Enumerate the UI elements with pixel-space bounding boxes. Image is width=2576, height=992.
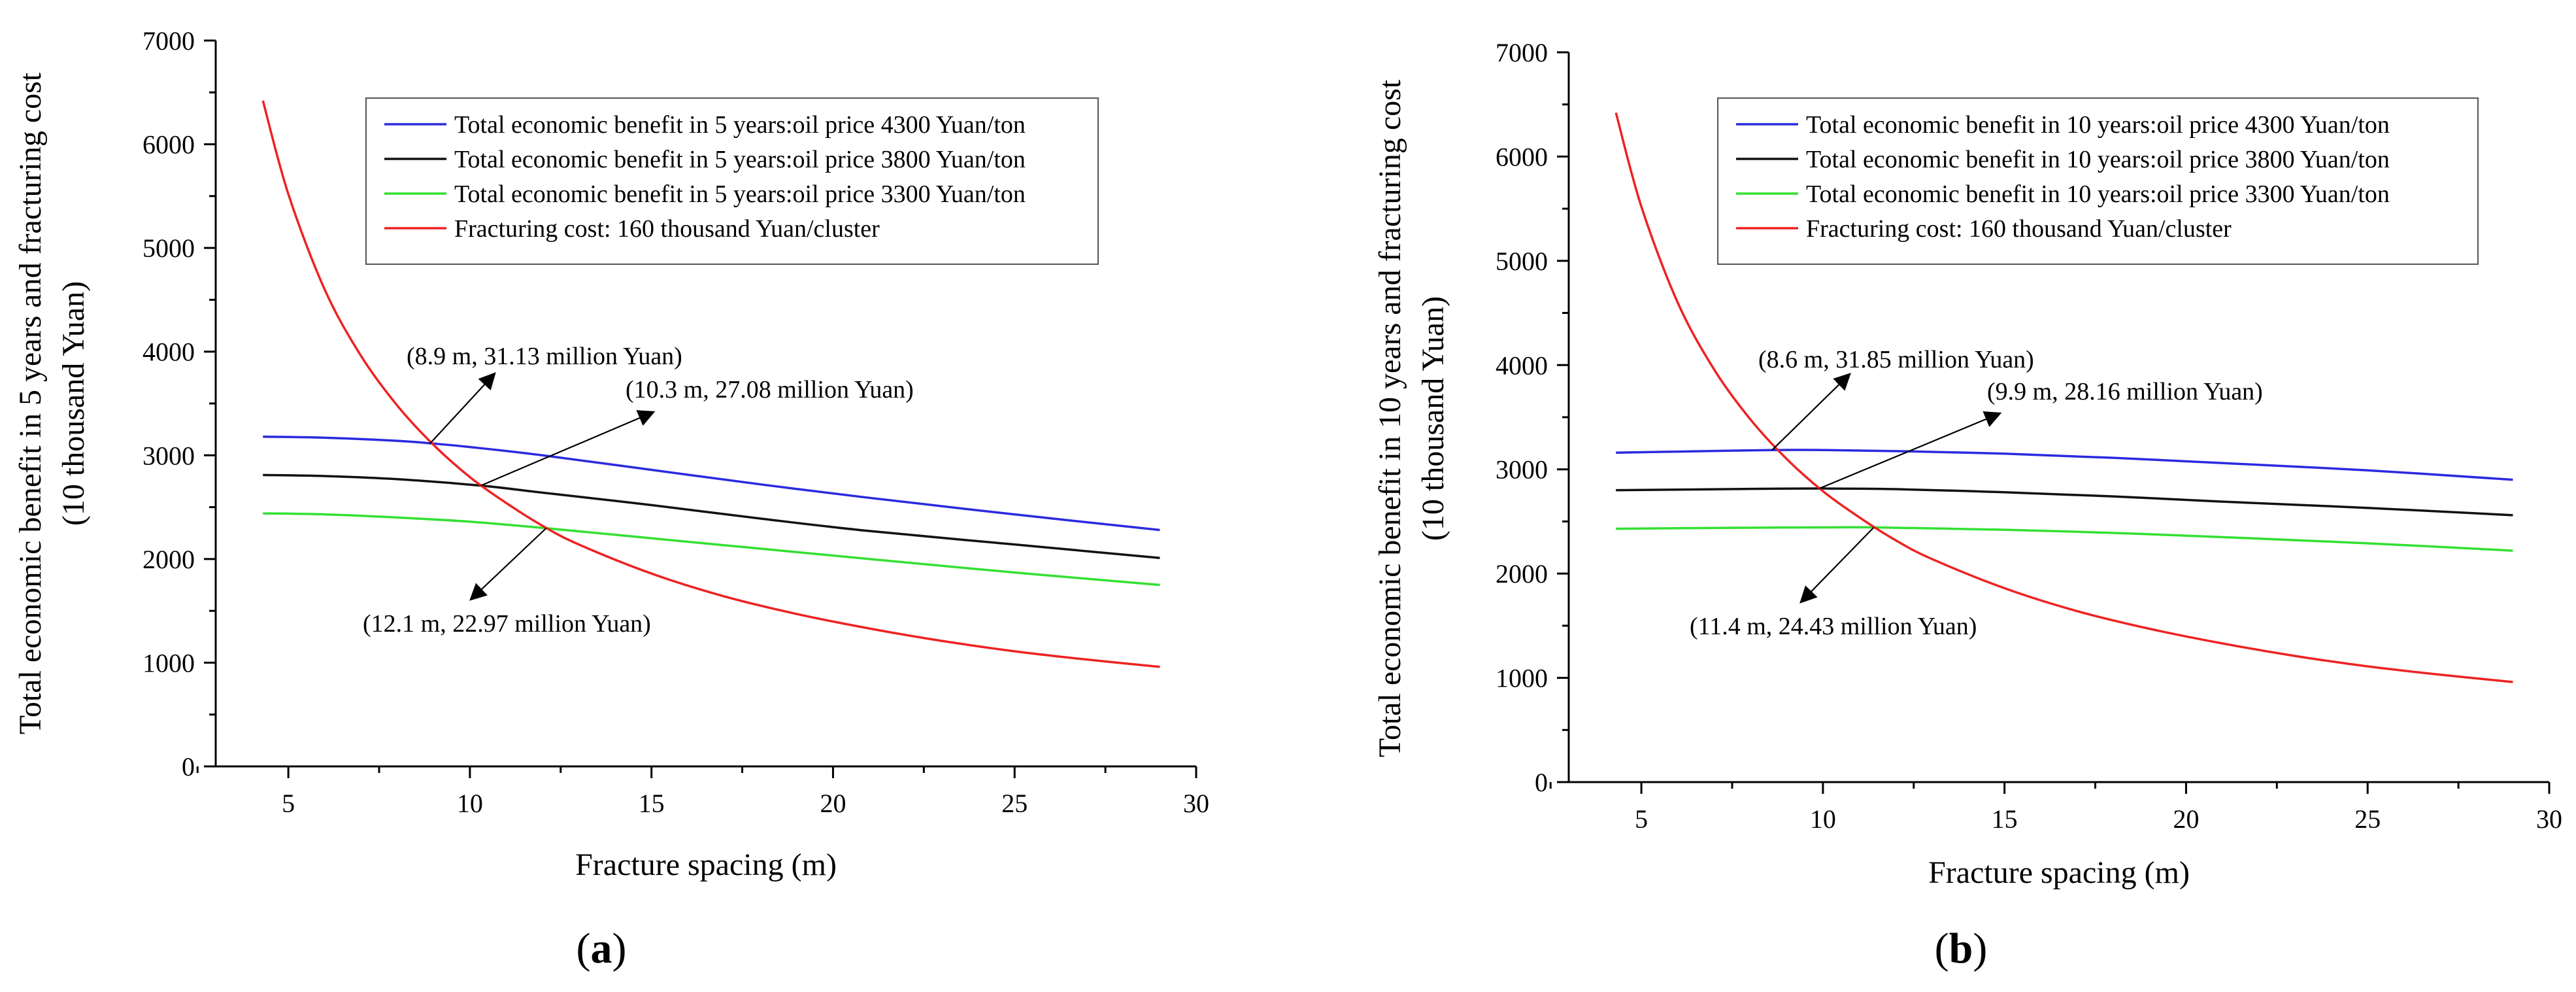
y-axis-title-units: (10 thousand Yuan) [1416, 296, 1450, 541]
annotation: (10.3 m, 27.08 million Yuan) [480, 376, 914, 487]
legend-entry: Total economic benefit in 5 years:oil pr… [454, 146, 1026, 173]
x-tick-label: 25 [2354, 804, 2381, 834]
legend-entry: Total economic benefit in 10 years:oil p… [1806, 111, 2390, 139]
series-line-1 [263, 473, 1160, 560]
annotation-arrow [1818, 411, 2002, 490]
series-line-0 [1616, 449, 2513, 481]
annotation-label: (8.9 m, 31.13 million Yuan) [407, 343, 682, 370]
annotation-label: (11.4 m, 24.43 million Yuan) [1690, 613, 1977, 640]
y-tick-label: 2000 [142, 545, 195, 574]
y-axis-title: Total economic benefit in 10 years and f… [1373, 79, 1407, 757]
panel-label: (a) [577, 925, 627, 972]
y-tick-label: 6000 [1496, 142, 1548, 171]
annotation-arrow [1799, 526, 1875, 604]
y-tick-label: 0 [182, 752, 195, 781]
legend-entry: Total economic benefit in 10 years:oil p… [1806, 146, 2390, 173]
series-line-3 [1614, 112, 2513, 683]
x-axis-title: Fracture spacing (m) [575, 847, 837, 882]
annotation-arrow [480, 410, 656, 487]
x-tick-label: 10 [1810, 804, 1836, 834]
annotation: (9.9 m, 28.16 million Yuan) [1818, 378, 2263, 490]
annotation-arrow [469, 527, 547, 601]
series-line-2 [263, 512, 1160, 587]
series-line-0 [263, 435, 1160, 532]
legend-box [1717, 97, 2479, 265]
y-tick-label: 4000 [142, 337, 195, 367]
legend-entry: Fracturing cost: 160 thousand Yuan/clust… [454, 215, 880, 243]
legend-entry: Fracturing cost: 160 thousand Yuan/clust… [1806, 215, 2232, 243]
legend-box [365, 97, 1099, 265]
chart-panel-a: 5 10 15 20 25 30 0 1000 2000 3000 4000 5000 6000 7000… [13, 26, 1209, 972]
annotation-label: (10.3 m, 27.08 million Yuan) [626, 376, 914, 403]
y-axis-title-units: (10 thousand Yuan) [56, 281, 91, 526]
y-tick-label: 1000 [1496, 664, 1548, 693]
y-tick-label: 0 [1535, 768, 1548, 797]
legend: Total economic benefit in 5 years:oil pr… [365, 97, 1099, 265]
annotation-arrow [1771, 373, 1851, 451]
legend-entry: Total economic benefit in 5 years:oil pr… [454, 180, 1026, 208]
annotation-label: (9.9 m, 28.16 million Yuan) [1987, 378, 2263, 405]
x-tick-label: 10 [457, 789, 483, 818]
x-tick-label: 30 [2536, 804, 2562, 834]
annotation: (11.4 m, 24.43 million Yuan) [1690, 526, 1977, 640]
legend-entry: Total economic benefit in 10 years:oil p… [1806, 180, 2390, 208]
x-tick-label: 15 [639, 789, 665, 818]
annotation: (8.9 m, 31.13 million Yuan) [407, 343, 682, 445]
legend-entry: Total economic benefit in 5 years:oil pr… [454, 111, 1026, 139]
y-tick-label: 7000 [142, 26, 195, 56]
chart-panel-b: 5 10 15 20 25 30 0 1000 2000 3000 4000 5000 6000 7000… [1373, 38, 2562, 972]
annotation: (8.6 m, 31.85 million Yuan) [1758, 346, 2034, 451]
panel-label: (b) [1935, 925, 1988, 972]
x-axis-title: Fracture spacing (m) [1928, 855, 2190, 890]
x-tick-label: 25 [1001, 789, 1028, 818]
x-tick-label: 30 [1183, 789, 1209, 818]
x-tick-label: 20 [820, 789, 846, 818]
y-tick-label: 4000 [1496, 351, 1548, 380]
series-line-2 [1616, 526, 2513, 552]
x-tick-label: 20 [2173, 804, 2199, 834]
y-tick-label: 7000 [1496, 38, 1548, 67]
y-tick-label: 3000 [1496, 455, 1548, 485]
legend: Total economic benefit in 10 years:oil p… [1717, 97, 2479, 265]
y-tick-label: 1000 [142, 648, 195, 677]
x-tick-label: 15 [1992, 804, 2018, 834]
x-tick-label: 5 [282, 789, 295, 818]
y-tick-label: 3000 [142, 441, 195, 470]
y-tick-label: 5000 [1496, 247, 1548, 276]
annotation-arrow [429, 372, 496, 445]
y-tick-label: 6000 [142, 130, 195, 160]
series-line-1 [1616, 487, 2513, 517]
y-tick-label: 2000 [1496, 559, 1548, 589]
annotation-label: (8.6 m, 31.85 million Yuan) [1758, 346, 2034, 373]
x-tick-label: 5 [1635, 804, 1648, 834]
annotation: (12.1 m, 22.97 million Yuan) [363, 527, 651, 638]
y-tick-label: 5000 [142, 233, 195, 263]
annotation-label: (12.1 m, 22.97 million Yuan) [363, 610, 651, 638]
y-axis-title: Total economic benefit in 5 years and fr… [13, 72, 48, 734]
series-line-3 [261, 100, 1160, 668]
